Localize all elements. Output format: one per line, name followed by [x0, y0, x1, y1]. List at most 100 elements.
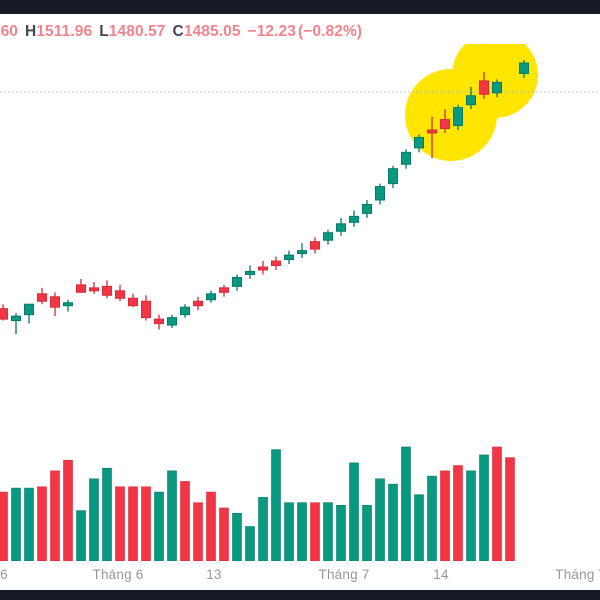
- candle-body: [89, 287, 99, 292]
- volume-bar: [479, 454, 489, 561]
- candle: [115, 284, 125, 302]
- volume-bar: [349, 462, 359, 561]
- candle-body: [310, 241, 320, 250]
- candle: [102, 280, 112, 299]
- volume-bar: [89, 478, 99, 561]
- candle: [414, 134, 424, 153]
- candle: [323, 229, 333, 245]
- legend-high-label: H: [25, 23, 37, 40]
- candle-body: [453, 107, 463, 127]
- volume-pane[interactable]: [0, 429, 600, 561]
- volume-bar: [440, 470, 450, 561]
- candle-body: [401, 151, 411, 165]
- candle: [128, 293, 138, 308]
- candle: [375, 183, 385, 205]
- candle: [167, 314, 177, 329]
- volume-bar: [115, 486, 125, 561]
- candle-body: [76, 284, 86, 293]
- volume-bar: [24, 487, 34, 561]
- volume-bar: [336, 505, 346, 561]
- x-axis-tick-label: 6: [0, 567, 8, 582]
- legend-high-value: 1511.96: [36, 23, 93, 40]
- volume-bar: [310, 502, 320, 561]
- candle: [245, 265, 255, 279]
- x-axis-tick-label: Tháng 6: [92, 567, 144, 582]
- candle-body: [323, 232, 333, 241]
- volume-bar: [375, 478, 385, 561]
- volume-bar: [63, 459, 73, 561]
- candle: [362, 199, 372, 218]
- volume-bar: [388, 483, 398, 561]
- candle: [76, 278, 86, 293]
- candle-body: [37, 293, 47, 302]
- candle: [336, 217, 346, 236]
- candle: [466, 86, 476, 110]
- candle-body: [50, 296, 60, 308]
- candle-body: [388, 168, 398, 185]
- volume-bar: [453, 465, 463, 561]
- candle: [297, 243, 307, 259]
- volume-bar: [258, 497, 268, 561]
- candle: [349, 210, 359, 227]
- volume-bar: [193, 502, 203, 561]
- candle-body: [349, 215, 359, 223]
- x-axis[interactable]: 6 Tháng 6 13 Tháng 7 14 Tháng T: [0, 561, 600, 590]
- candle: [0, 304, 8, 321]
- candle: [401, 149, 411, 169]
- price-pane[interactable]: [0, 44, 600, 429]
- candle-body: [245, 270, 255, 275]
- x-axis-tick-label: 13: [206, 567, 222, 582]
- candle-body: [193, 300, 203, 307]
- candle-body: [0, 308, 8, 320]
- volume-bar: [492, 446, 502, 561]
- candle: [193, 296, 203, 311]
- candle-body: [492, 81, 502, 94]
- volume-bar: [284, 502, 294, 561]
- candle-body: [414, 136, 424, 149]
- candle-body: [466, 95, 476, 106]
- candle: [154, 314, 164, 330]
- candle-body: [519, 62, 529, 74]
- volume-bar: [37, 486, 47, 561]
- candle-body: [180, 306, 190, 316]
- volume-bar: [414, 494, 424, 561]
- x-axis-tick-label: Tháng 7: [318, 567, 370, 582]
- candle-body: [271, 260, 281, 267]
- candle-body: [440, 119, 450, 130]
- candle: [492, 79, 502, 98]
- candle-body: [479, 80, 489, 95]
- volume-bar: [154, 491, 164, 561]
- candle-body: [167, 317, 177, 326]
- window-bottom-bar: [0, 590, 600, 600]
- candle-body: [297, 250, 307, 255]
- volume-bar: [245, 526, 255, 561]
- candle: [310, 237, 320, 254]
- candle: [519, 60, 529, 78]
- ohlc-legend: O.60H1511.96L1480.57C1485.05−12.23(−0.82…: [0, 22, 362, 42]
- candle: [141, 295, 151, 321]
- candle-body: [115, 290, 125, 299]
- candle: [258, 261, 268, 275]
- candle: [440, 109, 450, 133]
- candle-body: [232, 276, 242, 287]
- candle: [206, 290, 216, 303]
- candle-body: [427, 129, 437, 134]
- candle: [479, 71, 489, 99]
- window-top-bar: [0, 0, 600, 14]
- candle-body: [336, 223, 346, 232]
- volume-bar: [102, 467, 112, 561]
- volume-bar: [401, 446, 411, 561]
- volume-bar: [505, 457, 515, 561]
- legend-low-label: L: [99, 23, 109, 40]
- candle: [37, 287, 47, 305]
- legend-change-absolute: −12.23: [247, 23, 296, 40]
- volume-bar: [11, 487, 21, 561]
- candle: [388, 165, 398, 189]
- candle: [50, 292, 60, 317]
- volume-bar: [50, 470, 60, 561]
- candle-body: [258, 266, 268, 271]
- volume-bar: [323, 502, 333, 561]
- candle: [284, 250, 294, 265]
- volume-series: [0, 446, 515, 561]
